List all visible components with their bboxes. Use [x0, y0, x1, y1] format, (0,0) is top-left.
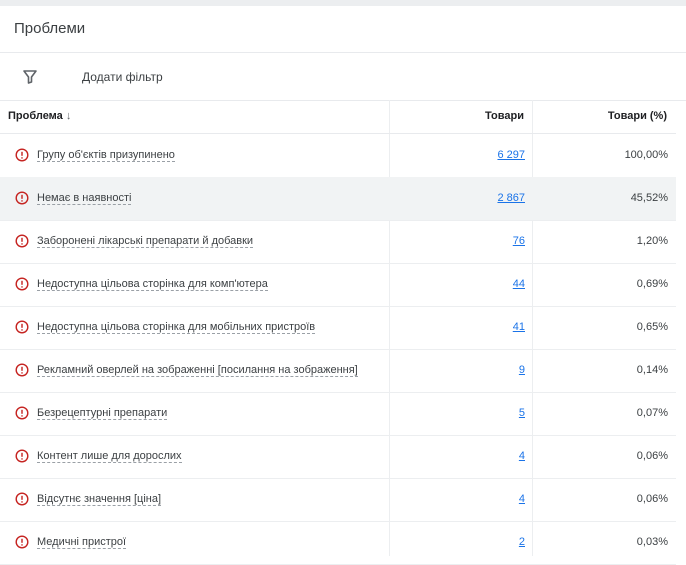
product-count-link[interactable]: 6 297 — [497, 149, 525, 161]
issue-name-text: Рекламний оверлей на зображенні [посилан… — [37, 364, 358, 377]
issue-name[interactable]: Групу об'єктів призупинено — [37, 134, 175, 177]
divider — [0, 100, 686, 101]
issue-name[interactable]: Заборонені лікарські препарати й добавки — [37, 220, 254, 263]
issue-name-text: Немає в наявності — [37, 192, 132, 205]
issue-name-text: Заборонені лікарські препарати й добавки — [37, 235, 254, 248]
issue-name[interactable]: Безрецептурні препарати — [37, 392, 168, 435]
product-percent: 0,03% — [636, 536, 668, 548]
issue-name-text: Недоступна цільова сторінка для комп'юте… — [37, 278, 268, 291]
product-count-link[interactable]: 5 — [518, 407, 525, 419]
table-row[interactable]: Рекламний оверлей на зображенні [посилан… — [0, 349, 676, 393]
error-icon — [15, 277, 29, 291]
product-percent: 45,52% — [630, 192, 668, 204]
issue-name-text: Відсутнє значення [ціна] — [37, 493, 162, 506]
add-filter[interactable]: Додати фільтр — [82, 70, 163, 84]
issue-name[interactable]: Недоступна цільова сторінка для мобільни… — [37, 306, 316, 349]
filter-icon[interactable] — [22, 69, 38, 85]
product-count-link[interactable]: 2 867 — [497, 192, 525, 204]
product-count-link[interactable]: 76 — [512, 235, 525, 247]
product-count-link[interactable]: 44 — [512, 278, 525, 290]
issue-name-text: Групу об'єктів призупинено — [37, 149, 175, 162]
issue-name[interactable]: Рекламний оверлей на зображенні [посилан… — [37, 349, 358, 392]
product-percent: 0,14% — [636, 364, 668, 376]
issue-name-text: Контент лише для дорослих — [37, 450, 182, 463]
table-row[interactable]: Безрецептурні препарати 5 0,07% — [0, 392, 676, 436]
table-row[interactable]: Заборонені лікарські препарати й добавки… — [0, 220, 676, 264]
column-header[interactable]: Товари (%) — [607, 110, 667, 122]
product-percent: 0,69% — [636, 278, 668, 290]
column-divider — [532, 100, 533, 556]
table-row[interactable]: Недоступна цільова сторінка для комп'юте… — [0, 263, 676, 307]
error-icon — [15, 191, 29, 205]
issue-name-text: Медичні пристрої — [37, 536, 127, 549]
table-row[interactable]: Відсутнє значення [ціна] 4 0,06% — [0, 478, 676, 522]
page-title: Проблеми — [14, 20, 86, 37]
sort-arrow: ↓ — [65, 110, 72, 122]
table-row[interactable]: Недоступна цільова сторінка для мобільни… — [0, 306, 676, 350]
table-row[interactable]: Немає в наявності 2 867 45,52% — [0, 177, 676, 221]
product-percent: 0,07% — [636, 407, 668, 419]
product-count-link[interactable]: 2 — [518, 536, 525, 548]
divider — [0, 52, 686, 53]
error-icon — [15, 148, 29, 162]
divider — [0, 133, 676, 134]
product-percent: 100,00% — [624, 149, 668, 161]
product-count-link[interactable]: 41 — [512, 321, 525, 333]
issue-name-text: Недоступна цільова сторінка для мобільни… — [37, 321, 316, 334]
column-header[interactable]: Проблема ↓ — [8, 100, 71, 133]
error-icon — [15, 535, 29, 549]
issue-name[interactable]: Контент лише для дорослих — [37, 435, 182, 478]
issue-name[interactable]: Медичні пристрої — [37, 521, 127, 564]
table-row[interactable]: Медичні пристрої 2 0,03% — [0, 521, 676, 565]
error-icon — [15, 363, 29, 377]
error-icon — [15, 406, 29, 420]
error-icon — [15, 234, 29, 248]
column-divider — [389, 100, 390, 556]
product-count-link[interactable]: 4 — [518, 450, 525, 462]
product-percent: 0,06% — [636, 450, 668, 462]
product-percent: 0,65% — [636, 321, 668, 333]
error-icon — [15, 449, 29, 463]
column-header[interactable]: Товари — [485, 110, 524, 122]
product-percent: 0,06% — [636, 493, 668, 505]
issue-name-text: Безрецептурні препарати — [37, 407, 168, 420]
product-count-link[interactable]: 9 — [518, 364, 525, 376]
error-icon — [15, 320, 29, 334]
issue-name[interactable]: Немає в наявності — [37, 177, 132, 220]
table-row[interactable]: Контент лише для дорослих 4 0,06% — [0, 435, 676, 479]
column-header-text: Проблема — [8, 110, 63, 122]
table-row[interactable]: Групу об'єктів призупинено 6 297 100,00% — [0, 134, 676, 178]
issue-name[interactable]: Недоступна цільова сторінка для комп'юте… — [37, 263, 268, 306]
product-count-link[interactable]: 4 — [518, 493, 525, 505]
product-percent: 1,20% — [636, 235, 668, 247]
top-bar — [0, 0, 686, 6]
issue-name[interactable]: Відсутнє значення [ціна] — [37, 478, 162, 521]
error-icon — [15, 492, 29, 506]
